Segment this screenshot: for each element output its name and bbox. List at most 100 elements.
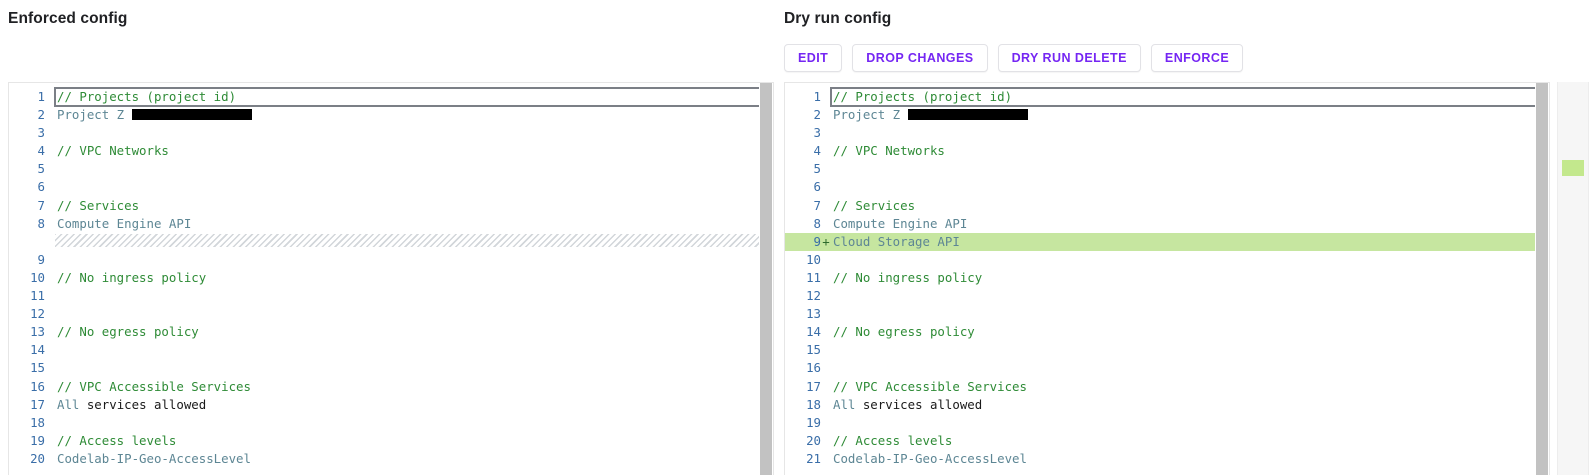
code-line[interactable]: 20 Codelab-IP-Geo-AccessLevel [9, 450, 773, 468]
code-line[interactable]: 7 // Services [9, 197, 773, 215]
code-line[interactable]: 2 Project Z [785, 106, 1549, 124]
line-marker [45, 287, 55, 305]
line-marker [45, 359, 55, 377]
code-line-content: Cloud Storage API [831, 233, 1549, 251]
added-marker-icon: + [822, 233, 830, 249]
code-line-content: // Services [55, 197, 773, 215]
code-line[interactable]: 8 Compute Engine API [785, 215, 1549, 233]
line-number: 19 [30, 432, 45, 448]
code-line[interactable]: 12 [785, 287, 1549, 305]
line-number: 10 [30, 269, 45, 285]
code-line-content: All services allowed [831, 396, 1549, 414]
code-line[interactable]: 15 [785, 341, 1549, 359]
code-line-content: Compute Engine API [55, 215, 773, 233]
code-line[interactable]: 20 // Access levels [785, 432, 1549, 450]
code-line[interactable]: 6 [9, 178, 773, 196]
code-line[interactable]: 9 [9, 251, 773, 269]
code-line[interactable]: 8 Compute Engine API [9, 215, 773, 233]
code-line[interactable]: 11 // No ingress policy [785, 269, 1549, 287]
dry-run-config-scrollbar-thumb[interactable] [1536, 83, 1548, 475]
code-line[interactable]: 19 // Access levels [9, 432, 773, 450]
line-marker [821, 396, 831, 414]
code-line-content: // Access levels [831, 432, 1549, 450]
line-marker [821, 178, 831, 196]
code-line[interactable]: 7 // Services [785, 197, 1549, 215]
enforced-config-title: Enforced config [8, 10, 128, 27]
code-line-content: // No ingress policy [831, 269, 1549, 287]
code-line[interactable]: 5 [9, 160, 773, 178]
code-line[interactable]: 3 [9, 124, 773, 142]
line-marker [821, 106, 831, 124]
drop-changes-button[interactable]: DROP CHANGES [852, 44, 988, 72]
code-line-content: // No egress policy [55, 323, 773, 341]
line-number: 2 [37, 107, 45, 123]
code-line[interactable]: 1 // Projects (project id) [9, 86, 773, 108]
edit-button[interactable]: EDIT [784, 44, 843, 72]
line-marker [821, 215, 831, 233]
code-token-comment: // Services [833, 197, 916, 213]
code-line[interactable]: 17 All services allowed [9, 396, 773, 414]
code-line-content: // Projects (project id) [830, 86, 1549, 108]
code-line[interactable]: 15 [9, 359, 773, 377]
code-line[interactable]: 16 // VPC Accessible Services [9, 378, 773, 396]
code-line-content: // No ingress policy [55, 269, 773, 287]
code-line[interactable]: 19 [785, 414, 1549, 432]
code-line[interactable]: 18 All services allowed [785, 396, 1549, 414]
code-line[interactable]: 14 // No egress policy [785, 323, 1549, 341]
line-marker [821, 378, 831, 396]
overview-ruler[interactable] [1557, 82, 1589, 475]
code-token-added: Cloud Storage API [833, 233, 960, 249]
code-line[interactable]: 21 Codelab-IP-Geo-AccessLevel [785, 450, 1549, 468]
pane-headers: Enforced config Dry run config EDIT DROP … [0, 0, 1589, 80]
enforce-button[interactable]: ENFORCE [1150, 44, 1244, 72]
code-token-plain: services allowed [855, 396, 983, 412]
code-line[interactable]: 18 [9, 414, 773, 432]
line-marker [821, 197, 831, 215]
code-line[interactable]: 6 [785, 178, 1549, 196]
line-marker [45, 124, 55, 142]
code-line[interactable]: 13 // No egress policy [9, 323, 773, 341]
code-line[interactable]: 10 // No ingress policy [9, 269, 773, 287]
code-line[interactable]: 3 [785, 124, 1549, 142]
code-line[interactable]: 12 [9, 305, 773, 323]
line-number: 21 [806, 450, 821, 466]
line-marker [45, 450, 55, 468]
dry-run-config-scrollbar[interactable] [1535, 83, 1549, 475]
dry-run-delete-button[interactable]: DRY RUN DELETE [997, 44, 1141, 72]
code-line[interactable]: 14 [9, 341, 773, 359]
dry-run-config-header: Dry run config EDIT DROP CHANGES DRY RUN D… [784, 0, 1544, 72]
code-token-ident: All [833, 396, 856, 412]
redacted-value [907, 109, 1028, 121]
dry-run-config-code[interactable]: 1 // Projects (project id) 2 Project Z 3 … [785, 83, 1549, 475]
code-line[interactable]: 4 // VPC Networks [9, 142, 773, 160]
code-token-ident: Project Z [57, 107, 132, 123]
code-line[interactable]: 10 [785, 251, 1549, 269]
code-line[interactable]: 13 [785, 305, 1549, 323]
overview-ruler-column [1550, 82, 1589, 475]
code-token-ident: Compute Engine API [833, 215, 968, 231]
line-number: 20 [806, 432, 821, 448]
enforced-config-scrollbar-thumb[interactable] [760, 83, 772, 475]
line-number: 15 [30, 360, 45, 376]
line-number: 5 [37, 161, 45, 177]
diff-added-line[interactable]: 9 + Cloud Storage API [785, 232, 1549, 251]
line-marker [45, 233, 55, 251]
code-line[interactable]: 2 Project Z [9, 106, 773, 124]
enforced-config-scrollbar[interactable] [759, 83, 773, 475]
line-number: 14 [806, 324, 821, 340]
line-number: 15 [806, 342, 821, 358]
line-marker [821, 287, 831, 305]
code-token-plain: services allowed [79, 396, 207, 412]
code-line-content [55, 233, 773, 247]
code-line[interactable]: 5 [785, 160, 1549, 178]
code-line[interactable]: 16 [785, 359, 1549, 377]
code-line[interactable]: 11 [9, 287, 773, 305]
code-line[interactable]: 1 // Projects (project id) [785, 86, 1549, 108]
enforced-config-code[interactable]: 1 // Projects (project id) 2 Project Z 3 … [9, 83, 773, 475]
code-line-content: // VPC Accessible Services [55, 378, 773, 396]
code-line[interactable]: 4 // VPC Networks [785, 142, 1549, 160]
code-line[interactable]: 17 // VPC Accessible Services [785, 378, 1549, 396]
diff-filler-row[interactable] [9, 233, 773, 251]
enforced-config-pane: 1 // Projects (project id) 2 Project Z 3 … [8, 82, 774, 475]
line-number: 6 [813, 179, 821, 195]
